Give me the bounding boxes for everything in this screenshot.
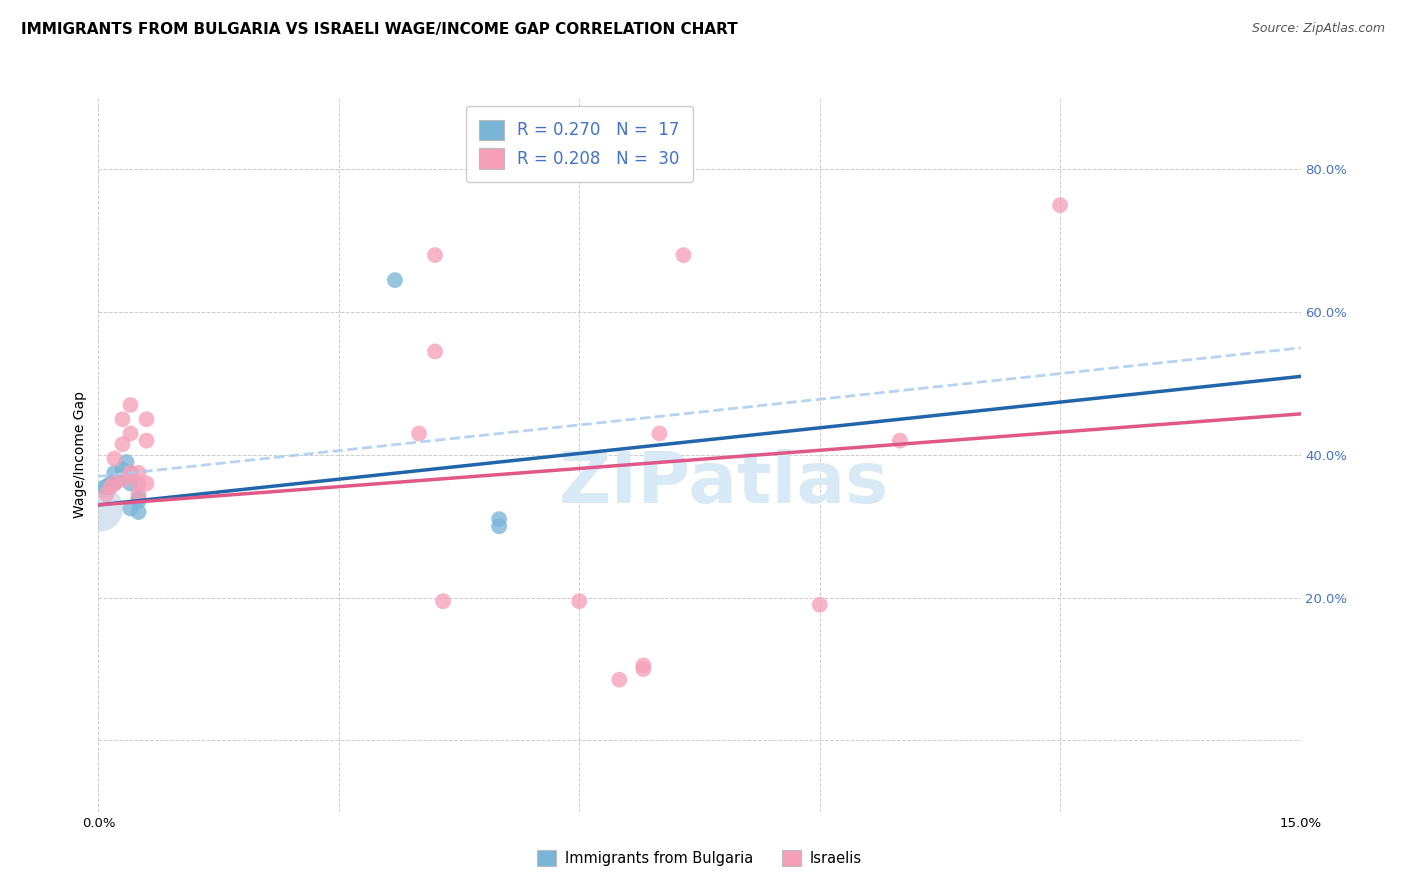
- Point: [115, 455, 138, 469]
- Point: [488, 512, 510, 526]
- Point: [111, 473, 134, 487]
- Point: [96, 480, 118, 494]
- Point: [128, 505, 150, 519]
- Point: [120, 501, 142, 516]
- Point: [96, 487, 118, 501]
- Point: [120, 466, 142, 480]
- Point: [1049, 198, 1071, 212]
- Point: [609, 673, 631, 687]
- Point: [120, 469, 142, 483]
- Y-axis label: Wage/Income Gap: Wage/Income Gap: [73, 392, 87, 518]
- Legend: Immigrants from Bulgaria, Israelis: Immigrants from Bulgaria, Israelis: [531, 845, 868, 872]
- Point: [128, 494, 150, 508]
- Point: [672, 248, 695, 262]
- Point: [648, 426, 671, 441]
- Point: [103, 476, 125, 491]
- Point: [103, 451, 125, 466]
- Point: [100, 476, 122, 491]
- Point: [423, 248, 446, 262]
- Point: [488, 519, 510, 533]
- Point: [111, 437, 134, 451]
- Point: [128, 466, 150, 480]
- Point: [103, 476, 125, 491]
- Point: [120, 398, 142, 412]
- Point: [120, 476, 142, 491]
- Point: [94, 480, 117, 494]
- Point: [103, 466, 125, 480]
- Point: [889, 434, 911, 448]
- Point: [423, 344, 446, 359]
- Point: [633, 662, 655, 676]
- Text: Source: ZipAtlas.com: Source: ZipAtlas.com: [1251, 22, 1385, 36]
- Point: [808, 598, 831, 612]
- Point: [111, 469, 134, 483]
- Point: [128, 476, 150, 491]
- Point: [89, 501, 111, 516]
- Point: [120, 466, 142, 480]
- Point: [432, 594, 454, 608]
- Point: [111, 412, 134, 426]
- Text: IMMIGRANTS FROM BULGARIA VS ISRAELI WAGE/INCOME GAP CORRELATION CHART: IMMIGRANTS FROM BULGARIA VS ISRAELI WAGE…: [21, 22, 738, 37]
- Point: [128, 487, 150, 501]
- Text: ZIPatlas: ZIPatlas: [558, 449, 889, 518]
- Point: [111, 462, 134, 476]
- Point: [135, 412, 157, 426]
- Point: [135, 476, 157, 491]
- Point: [120, 426, 142, 441]
- Point: [568, 594, 591, 608]
- Point: [135, 434, 157, 448]
- Point: [384, 273, 406, 287]
- Point: [128, 491, 150, 505]
- Point: [408, 426, 430, 441]
- Point: [100, 480, 122, 494]
- Point: [633, 658, 655, 673]
